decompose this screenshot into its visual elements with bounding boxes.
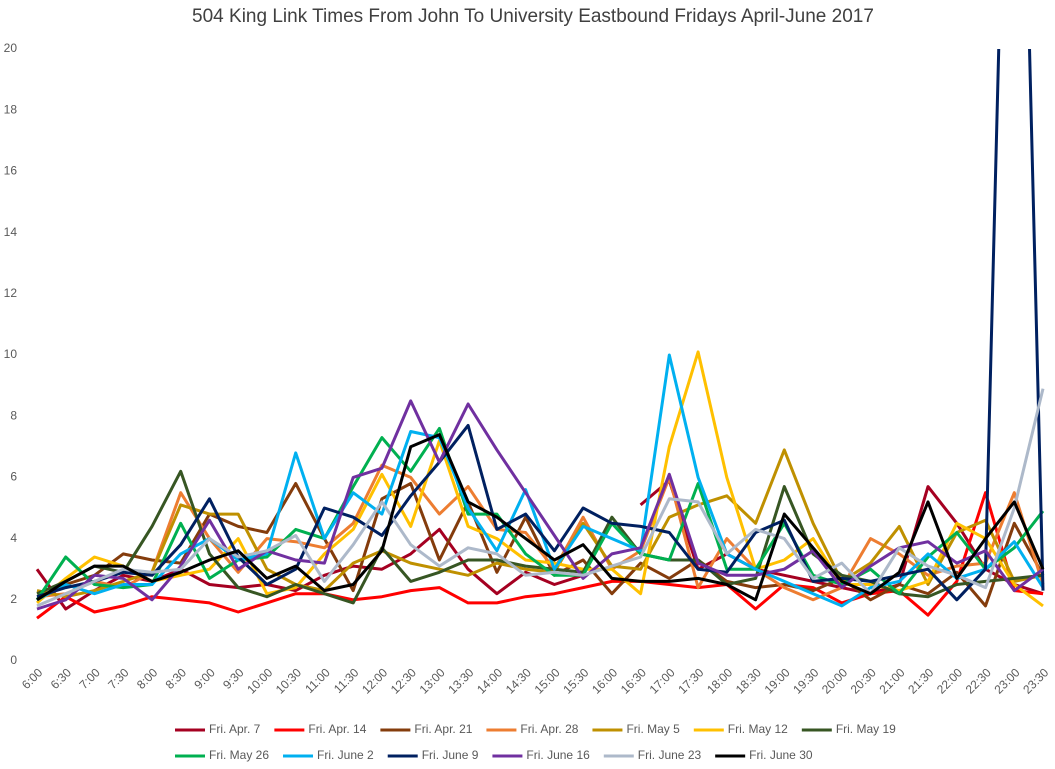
x-tick-label: 22:00: [934, 665, 965, 696]
y-tick-label: 20: [4, 41, 18, 55]
x-tick-label: 6:30: [48, 665, 75, 692]
y-tick-label: 8: [10, 408, 17, 422]
legend-label: Fri. Apr. 14: [308, 722, 366, 736]
x-tick-label: 23:00: [991, 665, 1022, 696]
x-tick-label: 15:30: [560, 665, 591, 696]
legend-label: Fri. Apr. 7: [209, 722, 261, 736]
y-tick-label: 10: [4, 347, 18, 361]
x-tick-label: 16:00: [589, 665, 620, 696]
y-tick-label: 6: [10, 470, 17, 484]
x-tick-label: 20:30: [848, 665, 879, 696]
series-line: [36, 388, 1045, 608]
x-tick-label: 19:00: [762, 665, 793, 696]
legend-label: Fri. Apr. 28: [520, 722, 578, 736]
legend-label: Fri. June 16: [526, 748, 590, 762]
x-tick-label: 12:30: [388, 665, 419, 696]
x-tick-label: 9:30: [220, 665, 247, 692]
series-line: [36, 433, 1045, 602]
x-tick-label: 9:00: [191, 665, 218, 692]
x-tick-label: 19:30: [790, 665, 821, 696]
y-tick-label: 4: [10, 531, 17, 545]
legend-label: Fri. June 2: [317, 748, 374, 762]
legend-label: Fri. May 19: [836, 722, 896, 736]
x-tick-label: 15:00: [532, 665, 563, 696]
x-tick-label: 8:30: [163, 665, 190, 692]
x-tick-label: 18:30: [733, 665, 764, 696]
chart-title: 504 King Link Times From John To Univers…: [192, 6, 874, 27]
series-line: [36, 482, 1045, 608]
y-tick-label: 16: [4, 164, 18, 178]
y-tick-label: 18: [4, 102, 18, 116]
legend-label: Fri. June 30: [749, 748, 813, 762]
x-tick-label: 23:30: [1020, 665, 1051, 696]
y-tick-label: 14: [4, 225, 18, 239]
x-tick-label: 8:00: [134, 665, 161, 692]
x-tick-label: 13:30: [445, 665, 476, 696]
x-tick-label: 7:00: [76, 665, 103, 692]
legend-label: Fri. June 23: [638, 748, 702, 762]
legend-label: Fri. June 9: [422, 748, 479, 762]
series-line: [36, 448, 1044, 599]
legend-label: Fri. Apr. 21: [414, 722, 472, 736]
x-tick-label: 20:00: [819, 665, 850, 696]
series-line: [36, 491, 1044, 620]
series-line: [35, 426, 1045, 601]
x-tick-label: 21:30: [905, 665, 936, 696]
x-tick-label: 7:30: [105, 665, 132, 692]
x-tick-label: 11:00: [302, 665, 333, 696]
x-tick-label: 14:00: [474, 665, 505, 696]
y-tick-label: 0: [10, 653, 17, 667]
x-tick-label: 17:00: [647, 665, 678, 696]
x-tick-label: 10:30: [273, 665, 304, 696]
x-tick-label: 10:00: [244, 665, 275, 696]
x-tick-label: 17:30: [675, 665, 706, 696]
y-tick-label: 2: [10, 592, 17, 606]
x-tick-label: 14:30: [503, 665, 534, 696]
x-tick-label: 13:00: [417, 665, 448, 696]
x-tick-label: 18:00: [704, 665, 735, 696]
legend-label: Fri. May 12: [728, 722, 788, 736]
x-tick-label: 16:30: [618, 665, 649, 696]
plot-area: [35, 49, 1045, 620]
x-tick-label: 22:30: [963, 665, 994, 696]
x-tick-label: 21:00: [877, 665, 908, 696]
x-tick-label: 11:30: [331, 665, 362, 696]
legend-label: Fri. May 26: [209, 748, 269, 762]
x-tick-label: 12:00: [359, 665, 390, 696]
legend-label: Fri. May 5: [626, 722, 680, 736]
series-line: [36, 399, 1044, 611]
series-line: [36, 49, 1045, 602]
x-tick-label: 6:00: [19, 665, 46, 692]
y-tick-label: 12: [4, 286, 18, 300]
